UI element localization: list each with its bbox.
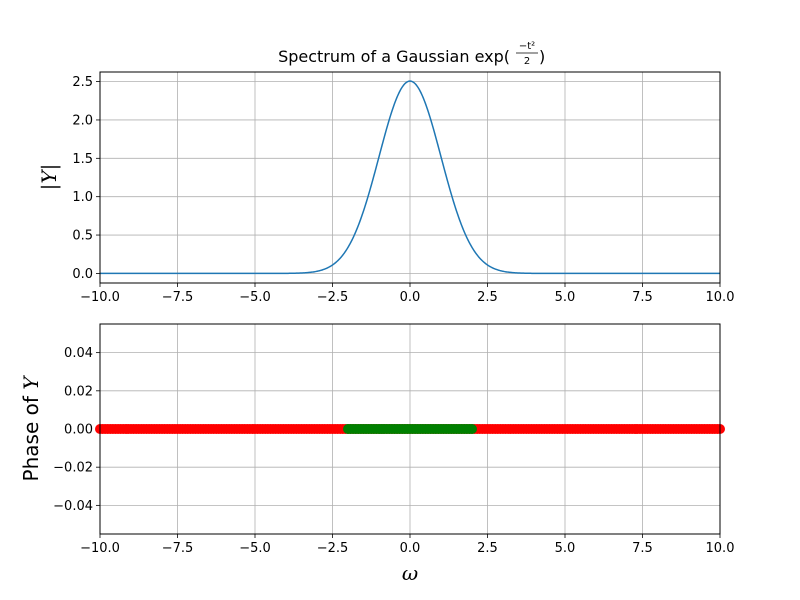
- y-tick-label: 1.0: [72, 190, 93, 205]
- x-tick-label: 7.5: [632, 541, 653, 556]
- x-tick-label: −7.5: [162, 541, 194, 556]
- y-tick-label: −0.04: [53, 499, 93, 514]
- phase-points: [95, 424, 725, 434]
- x-tick-label: 5.0: [555, 541, 576, 556]
- ticks: −10.0 −7.5 −5.0 −2.5 0.0 2.5 5.0 7.5 10.0 −0.04 −0…: [53, 346, 734, 556]
- magnitude-series-line: [100, 80, 720, 275]
- y-tick-label: 0.0: [72, 267, 93, 282]
- phase-point-green: [467, 424, 477, 434]
- x-tick-label: −5.0: [239, 541, 271, 556]
- x-tick-label: 7.5: [632, 290, 653, 305]
- x-tick-label: −2.5: [317, 290, 349, 305]
- phase-plot: Phase of Y ω −10.0 −7.5 −5.0 −2.5 0.0 2.5 5.0 7…: [19, 323, 734, 585]
- y-tick-label: 1.5: [72, 152, 93, 167]
- x-tick-label: −2.5: [317, 541, 349, 556]
- x-tick-label: 2.5: [477, 541, 498, 556]
- title-close-paren: ): [539, 47, 545, 66]
- x-tick-label: −10.0: [80, 290, 120, 305]
- y-tick-label: 2.0: [72, 113, 93, 128]
- y-axis-label: |Y|: [37, 164, 62, 191]
- plot-frame: [99, 71, 721, 284]
- chart-title: Spectrum of a Gaussian exp(: [278, 47, 510, 66]
- y-tick-label: 0.5: [72, 229, 93, 244]
- x-tick-label: 2.5: [477, 290, 498, 305]
- plot-frame: [99, 323, 721, 535]
- x-tick-label: 0.0: [400, 541, 421, 556]
- ticks: −10.0 −7.5 −5.0 −2.5 0.0 2.5 5.0 7.5 10.0 0.0 0.5 1…: [72, 75, 734, 305]
- y-tick-label: 0.02: [64, 384, 93, 399]
- x-tick-label: −10.0: [80, 541, 120, 556]
- title-fraction: −t² 2 ): [516, 41, 545, 67]
- title-fraction-denominator: 2: [524, 56, 530, 67]
- y-tick-label: 0.00: [64, 423, 93, 438]
- x-tick-label: −7.5: [162, 290, 194, 305]
- y-tick-label: −0.02: [53, 461, 93, 476]
- x-axis-label: ω: [402, 561, 418, 585]
- title-fraction-numerator: −t²: [519, 41, 535, 52]
- y-tick-label: 0.04: [64, 346, 93, 361]
- x-tick-label: 10.0: [706, 290, 735, 305]
- x-tick-label: 0.0: [400, 290, 421, 305]
- y-tick-label: 2.5: [72, 75, 93, 90]
- y-axis-label: Phase of Y: [19, 375, 43, 482]
- x-tick-label: 5.0: [555, 290, 576, 305]
- x-tick-label: −5.0: [239, 290, 271, 305]
- x-tick-label: 10.0: [706, 541, 735, 556]
- magnitude-plot: Spectrum of a Gaussian exp( −t² 2 ) |Y| …: [37, 41, 734, 305]
